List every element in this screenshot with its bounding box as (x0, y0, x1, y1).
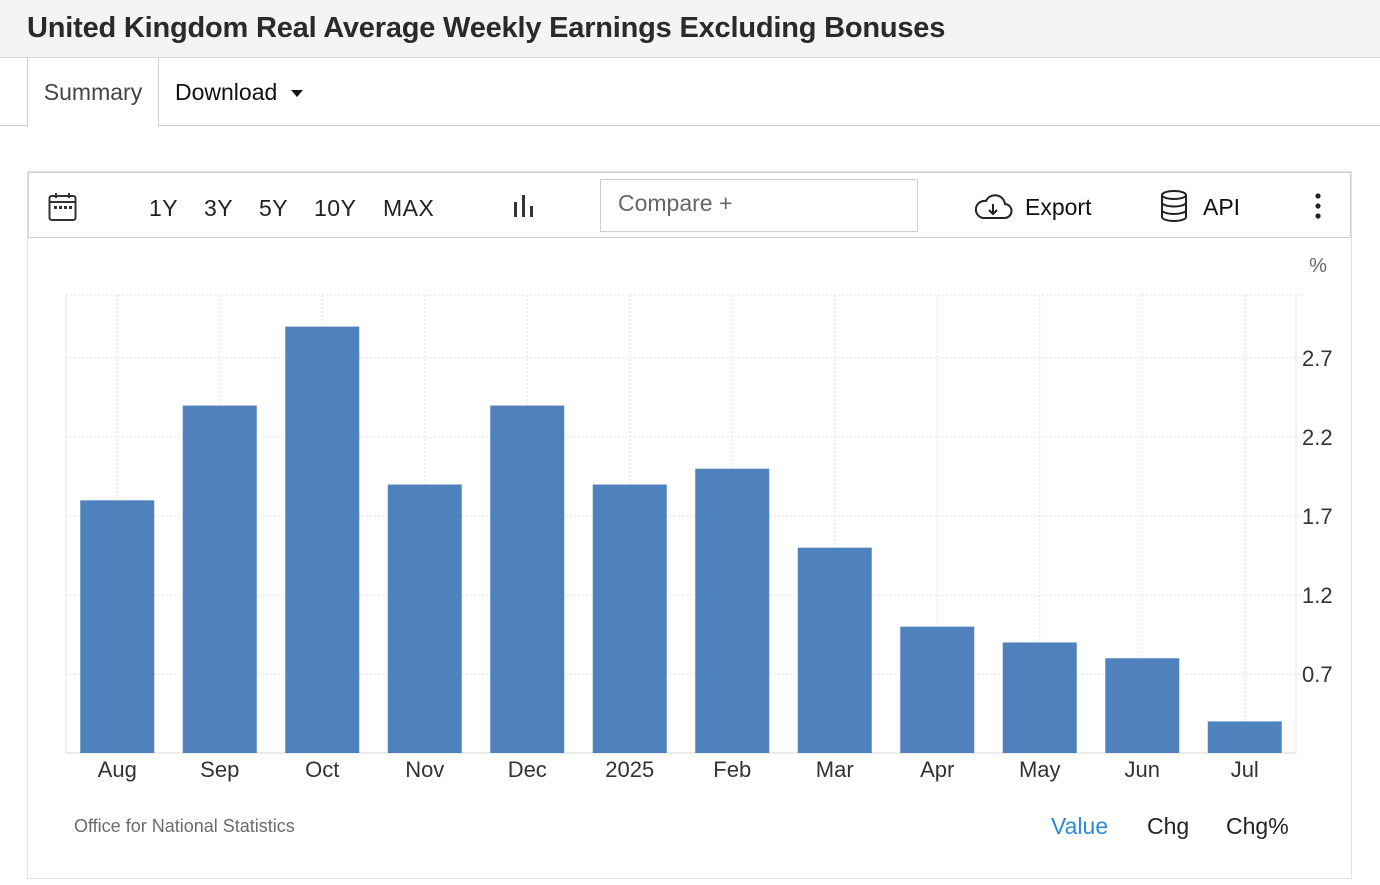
bar-nov[interactable] (387, 484, 462, 753)
range-10y[interactable]: 10Y (314, 195, 357, 221)
api-button[interactable]: API (1203, 194, 1241, 220)
x-tick-label: Sep (200, 757, 239, 782)
x-tick-label: Apr (920, 757, 954, 782)
y-tick-label: 2.2 (1302, 425, 1333, 450)
bar-jun[interactable] (1105, 658, 1180, 753)
bar-feb[interactable] (695, 468, 770, 753)
x-tick-label: May (1019, 757, 1061, 782)
y-tick-label: 0.7 (1302, 662, 1333, 687)
x-tick-label: Oct (305, 757, 339, 782)
x-tick-label: 2025 (605, 757, 654, 782)
cloud-download-icon[interactable] (973, 193, 1013, 221)
database-icon[interactable] (1160, 190, 1188, 222)
range-1y[interactable]: 1Y (149, 195, 179, 221)
compare-input[interactable]: Compare + (600, 179, 918, 232)
y-tick-label: 1.2 (1302, 583, 1333, 608)
export-button[interactable]: Export (1025, 194, 1092, 220)
more-vertical-icon[interactable] (1314, 193, 1322, 219)
range-3y[interactable]: 3Y (204, 195, 234, 221)
bar-2025[interactable] (592, 484, 667, 753)
page-title: United Kingdom Real Average Weekly Earni… (27, 12, 946, 44)
bar-chart: Aug Sep Oct Nov Dec 2025 Feb Mar Apr May Jun Jul 0.… (65, 255, 1333, 782)
bar-aug[interactable] (80, 500, 155, 753)
x-tick-label: Nov (405, 757, 444, 782)
chart-panel (27, 171, 1352, 879)
x-tick-label: Dec (508, 757, 547, 782)
x-tick-label: Feb (713, 757, 751, 782)
y-unit-label: % (1309, 255, 1327, 277)
source-label: Office for National Statistics (74, 816, 295, 836)
range-5y[interactable]: 5Y (259, 195, 289, 221)
tab-summary[interactable]: Summary (27, 58, 159, 127)
bar-jul[interactable] (1207, 721, 1282, 753)
bar-apr[interactable] (900, 626, 975, 753)
range-max[interactable]: MAX (383, 195, 435, 221)
bar-dec[interactable] (490, 405, 565, 753)
tab-bar: Summary Download (0, 58, 1380, 127)
y-tick-label: 2.7 (1302, 346, 1333, 371)
tab-download[interactable]: Download (175, 58, 304, 126)
x-tick-label: Aug (98, 757, 137, 782)
x-tick-label: Jul (1231, 757, 1259, 782)
bar-oct[interactable] (285, 326, 360, 753)
bar-may[interactable] (1002, 642, 1077, 753)
x-tick-label: Mar (816, 757, 854, 782)
bar-sep[interactable] (182, 405, 257, 753)
view-chg-button[interactable]: Chg (1147, 813, 1190, 839)
y-tick-label: 1.7 (1302, 504, 1333, 529)
download-label: Download (175, 78, 278, 105)
bar-mar[interactable] (797, 547, 872, 753)
view-chg-pct-button[interactable]: Chg% (1226, 813, 1289, 839)
view-value-button[interactable]: Value (1051, 813, 1109, 839)
title-bar: United Kingdom Real Average Weekly Earni… (0, 0, 1380, 58)
caret-down-icon (291, 89, 304, 97)
bar-chart-icon[interactable] (512, 194, 536, 218)
x-tick-label: Jun (1125, 757, 1160, 782)
chart-toolbar: 1Y 3Y 5Y 10Y MAX Compare + Export API (28, 172, 1351, 238)
calendar-icon[interactable] (48, 192, 78, 222)
